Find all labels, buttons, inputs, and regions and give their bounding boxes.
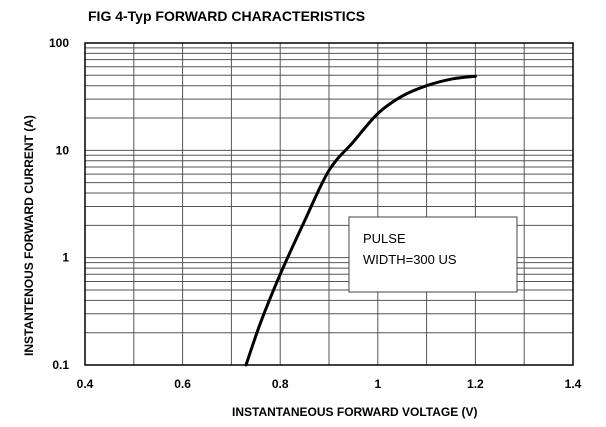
x-tick-label: 0.6 [174,377,191,391]
grid [85,43,573,365]
y-tick-label: 0.1 [52,358,69,372]
annotation-line-2: WIDTH=300 US [363,252,457,267]
y-tick-label: 100 [49,36,69,50]
x-tick-labels: 0.4 0.6 0.8 1 1.2 1.4 [77,377,582,391]
x-axis-label: INSTANTANEOUS FORWARD VOLTAGE (V) [232,405,478,419]
y-tick-label: 10 [56,143,70,157]
y-tick-label: 1 [62,251,69,265]
series-line [244,74,477,367]
x-tick-label: 1.4 [565,377,582,391]
x-tick-label: 1.2 [467,377,484,391]
y-tick-labels: 0.1 1 10 100 [49,36,69,372]
chart-title: FIG 4-Typ FORWARD CHARACTERISTICS [88,8,366,24]
x-tick-label: 0.8 [272,377,289,391]
x-tick-label: 0.4 [77,377,94,391]
y-axis-label: INSTANTENOUS FORWARD CURRENT (A) [22,115,36,356]
x-tick-label: 1 [374,377,381,391]
annotation-box [348,216,518,293]
plot-frame [84,42,574,366]
annotation-line-1: PULSE [363,231,406,246]
